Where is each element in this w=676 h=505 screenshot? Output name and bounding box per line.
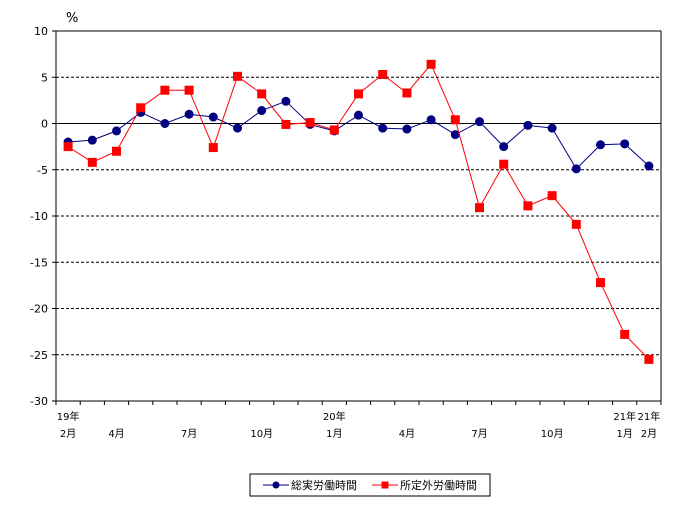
data-point [402, 124, 412, 134]
y-tick-label: -30 [30, 395, 48, 408]
x-tick-month-label: 7月 [181, 428, 197, 440]
y-tick-label: 10 [34, 25, 48, 38]
data-point [475, 203, 484, 213]
data-point [402, 88, 412, 98]
data-point [87, 157, 97, 167]
y-tick-label: 5 [41, 71, 48, 84]
legend-marker [272, 481, 280, 489]
x-tick-month-label: 2月 [641, 428, 657, 440]
data-point [160, 119, 170, 128]
data-point [112, 146, 121, 156]
y-tick-label: -10 [30, 210, 48, 223]
legend-marker [381, 481, 389, 489]
data-point [378, 69, 388, 79]
y-axis-ticks: 10 5 0 -5 -10 -15 -20 -25 -30 [30, 25, 56, 408]
grid-lines [56, 76, 661, 356]
data-point [644, 161, 654, 171]
legend-box [249, 473, 491, 497]
legend-label: 所定外労働時間 [400, 478, 477, 492]
data-point [644, 354, 654, 364]
data-point [281, 119, 291, 129]
data-point [160, 85, 170, 95]
data-point [378, 123, 388, 133]
data-point [184, 109, 194, 119]
data-point [450, 115, 460, 125]
y-tick-label: -15 [30, 256, 48, 269]
data-point [620, 139, 630, 149]
data-point [354, 110, 363, 120]
legend-label: 総実労働時間 [291, 478, 357, 492]
data-point [208, 143, 218, 153]
x-tick-month-label: 2月 [60, 428, 76, 440]
data-point [547, 123, 557, 133]
data-point [596, 140, 605, 150]
data-point [136, 103, 146, 113]
data-point [571, 164, 581, 174]
legend: 総実労働時間 所定外労働時間 [249, 473, 491, 497]
data-point [63, 142, 73, 152]
data-point [305, 118, 315, 128]
x-tick-month-label: 10月 [250, 428, 273, 440]
data-point [281, 96, 291, 106]
series-0 [63, 96, 654, 174]
data-point [426, 115, 436, 125]
x-tick-year-label: 19年 [57, 410, 80, 423]
data-point [354, 89, 363, 99]
legend-entry-0: 総実労働時間 [263, 478, 357, 492]
series-1 [63, 59, 654, 364]
data-point [208, 112, 218, 122]
series-line [67, 63, 650, 360]
y-tick-label: 0 [41, 118, 48, 131]
x-tick-year-label: 21年 [613, 410, 636, 423]
data-point [547, 191, 557, 201]
legend-entry-1: 所定外労働時間 [372, 478, 477, 492]
data-point [450, 130, 460, 140]
x-axis-ticks: 19年 2月 4月 7月 10月 20年 1月 4月 7月 10月 21年 1月 21年 2月 [55, 401, 662, 440]
data-point [596, 278, 605, 288]
data-point [329, 125, 339, 135]
data-point [571, 219, 581, 229]
x-tick-year-label: 21年 [638, 410, 661, 423]
data-point [523, 201, 533, 211]
data-point [233, 123, 242, 133]
x-tick-month-label: 4月 [399, 428, 415, 440]
x-tick-month-label: 10月 [541, 428, 564, 440]
data-point [233, 71, 242, 81]
data-point [499, 159, 509, 169]
data-point [475, 117, 484, 127]
data-point [184, 85, 194, 95]
data-point [87, 135, 97, 145]
data-point [257, 106, 267, 116]
x-tick-month-label: 1月 [326, 428, 342, 440]
data-point [112, 126, 121, 136]
y-tick-label: -20 [30, 303, 48, 316]
y-tick-label: -5 [37, 164, 48, 177]
x-tick-month-label: 1月 [617, 428, 633, 440]
x-tick-month-label: 4月 [108, 428, 124, 440]
data-point [620, 329, 630, 339]
x-tick-year-label: 20年 [323, 410, 346, 423]
x-tick-month-label: 7月 [471, 428, 487, 440]
data-point [499, 142, 509, 152]
series-group [63, 59, 654, 364]
y-tick-label: -25 [30, 349, 48, 362]
y-unit-label: % [66, 11, 78, 26]
data-point [523, 120, 533, 130]
data-point [257, 89, 267, 99]
data-point [426, 59, 436, 69]
